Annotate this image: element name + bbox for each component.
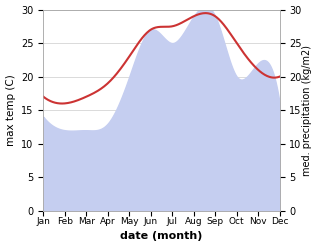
- Y-axis label: max temp (C): max temp (C): [5, 74, 16, 146]
- X-axis label: date (month): date (month): [120, 231, 203, 242]
- Y-axis label: med. precipitation (kg/m2): med. precipitation (kg/m2): [302, 45, 313, 176]
